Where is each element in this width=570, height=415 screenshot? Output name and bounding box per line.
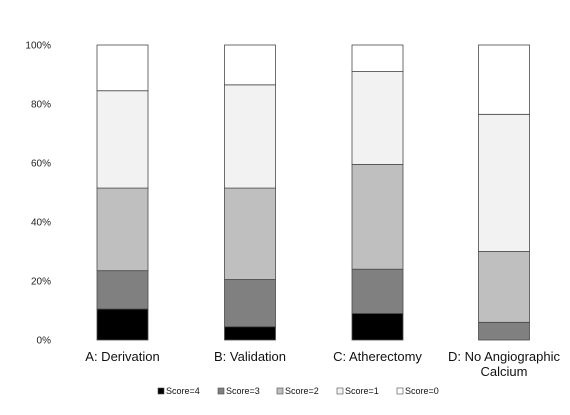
bar-segment [478, 251, 530, 323]
legend-swatch [217, 387, 225, 395]
bar-segment [351, 164, 404, 270]
x-tick-label: D: No Angiographic [448, 349, 561, 364]
y-tick-label: 40% [31, 218, 51, 229]
legend-label: Score=1 [345, 386, 379, 396]
bar-segment [351, 313, 404, 341]
legend-label: Score=3 [226, 386, 260, 396]
bar-segment [224, 44, 276, 86]
y-tick-label: 0% [37, 336, 52, 347]
bar-segment [478, 321, 530, 341]
y-tick-label: 20% [31, 277, 51, 288]
bar-segment [351, 268, 404, 314]
legend-swatch [396, 387, 404, 395]
bar-segment [224, 84, 276, 189]
legend-label: Score=0 [405, 386, 439, 396]
bars [96, 44, 530, 341]
x-tick-label: A: Derivation [85, 349, 159, 364]
bar-segment [96, 44, 149, 92]
y-tick-label: 100% [25, 41, 51, 52]
bar-segment [224, 326, 276, 341]
bar-segment [478, 44, 530, 115]
legend: Score=4 Score=3 Score=2 Score=1 Score=0 [157, 386, 439, 396]
x-tick-label: Calcium [481, 364, 528, 379]
legend-swatch [157, 387, 165, 395]
legend-label: Score=4 [166, 386, 200, 396]
legend-swatch [276, 387, 284, 395]
x-axis: A: Derivation B: Validation C: Atherectomy… [85, 349, 560, 379]
bar-segment [478, 113, 530, 252]
bar-segment [224, 187, 276, 280]
bar-segment [96, 187, 149, 272]
legend-swatch [336, 387, 344, 395]
bar-segment [351, 44, 404, 72]
bar-segment [96, 308, 149, 341]
x-tick-label: B: Validation [214, 349, 286, 364]
bar-segment [224, 279, 276, 328]
bar-segment [96, 270, 149, 310]
y-axis: 0% 20% 40% 60% 80% 100% [25, 41, 51, 347]
y-tick-label: 80% [31, 100, 51, 111]
bar-segment [351, 71, 404, 165]
x-tick-label: C: Atherectomy [333, 349, 422, 364]
legend-label: Score=2 [285, 386, 319, 396]
bar-segment [96, 90, 149, 189]
y-tick-label: 60% [31, 159, 51, 170]
